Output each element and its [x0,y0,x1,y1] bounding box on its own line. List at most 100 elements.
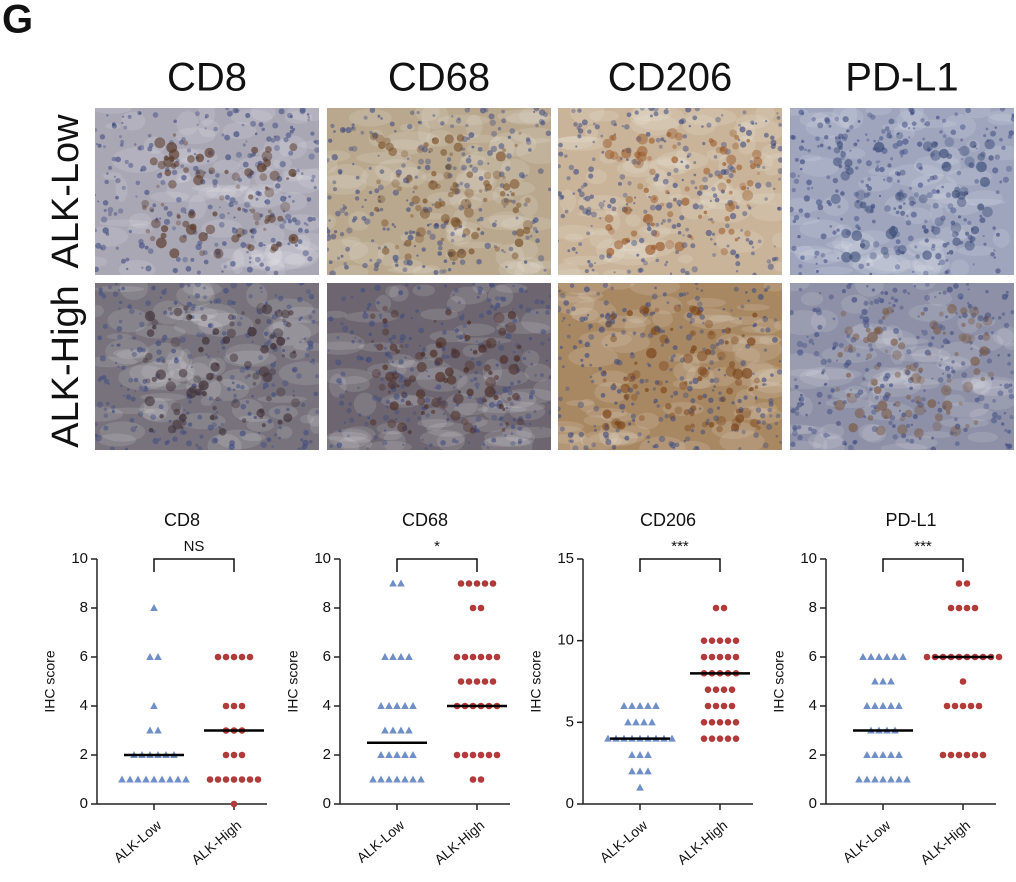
nucleus [909,201,915,207]
nucleus [577,134,582,139]
nucleus [586,313,590,317]
nucleus [469,164,473,168]
nucleus [203,295,208,300]
nucleus [306,347,311,352]
stain [469,427,477,434]
tissue [630,108,685,131]
nucleus [459,317,462,320]
nucleus [750,251,755,256]
nucleus [368,190,373,195]
nucleus [900,154,904,158]
nucleus [134,390,137,393]
point [405,653,413,660]
nucleus [560,213,566,219]
point [481,580,489,587]
nucleus [409,367,415,372]
tissue [457,373,492,398]
point [381,726,389,734]
nucleus [924,121,931,127]
tissue [446,296,466,313]
nucleus [591,157,596,162]
nucleus [624,124,630,130]
stain [146,329,155,337]
nucleus [983,316,989,323]
nucleus [1007,361,1012,366]
tissue [176,111,199,136]
stain [244,168,253,177]
nucleus [161,289,167,295]
stain [195,388,203,396]
nucleus [207,323,212,328]
micrograph [327,108,551,275]
nucleus [263,243,266,247]
nucleus [869,347,874,352]
nucleus [478,175,484,181]
nucleus [379,207,384,212]
nucleus [172,267,178,274]
nucleus [292,368,296,372]
stain [507,396,512,402]
nucleus [314,409,319,415]
nucleus [309,439,313,444]
point [118,775,126,783]
row-label: ALK-High [45,285,87,448]
stain [210,362,220,372]
stain [933,326,942,335]
nucleus [698,204,704,210]
nucleus [121,258,126,264]
tissue [250,253,264,263]
nucleus [931,325,935,330]
nucleus [967,288,970,291]
nucleus [234,200,239,205]
nucleus [649,204,656,211]
nucleus [450,231,455,237]
point [469,604,477,612]
stain [466,388,474,397]
tissue [558,434,594,450]
stain [673,304,682,312]
nucleus [301,402,306,408]
stain [977,153,985,161]
nucleus [304,352,310,358]
nucleus [296,373,302,379]
nucleus [670,355,675,360]
nucleus [535,230,539,234]
tissue [585,169,607,185]
texture [327,108,551,275]
nucleus [512,318,518,324]
nucleus [932,174,938,180]
nucleus [613,358,620,365]
stain [965,423,970,429]
stain [415,389,426,399]
tissue [105,338,149,365]
nucleus [489,304,494,309]
nucleus [364,198,367,202]
tissue [111,147,168,173]
nucleus [559,345,563,349]
stain [877,400,888,411]
stain [514,357,520,362]
nucleus [865,183,869,188]
nucleus [941,185,944,189]
nucleus [258,355,264,361]
stain [448,251,459,262]
tissue [673,361,696,382]
nucleus [338,429,342,433]
point [469,653,477,661]
nucleus [694,108,701,112]
nucleus [655,222,660,227]
nucleus [841,133,849,140]
nucleus [388,355,393,360]
nucleus [314,374,319,379]
nucleus [857,226,861,231]
nucleus [310,178,315,183]
nucleus [379,169,385,174]
nucleus [289,114,294,119]
nucleus [945,315,949,319]
point [871,751,879,758]
point [154,726,162,734]
stain [163,157,174,168]
texture [95,108,319,275]
nucleus [279,223,285,229]
tissue [987,113,1014,126]
